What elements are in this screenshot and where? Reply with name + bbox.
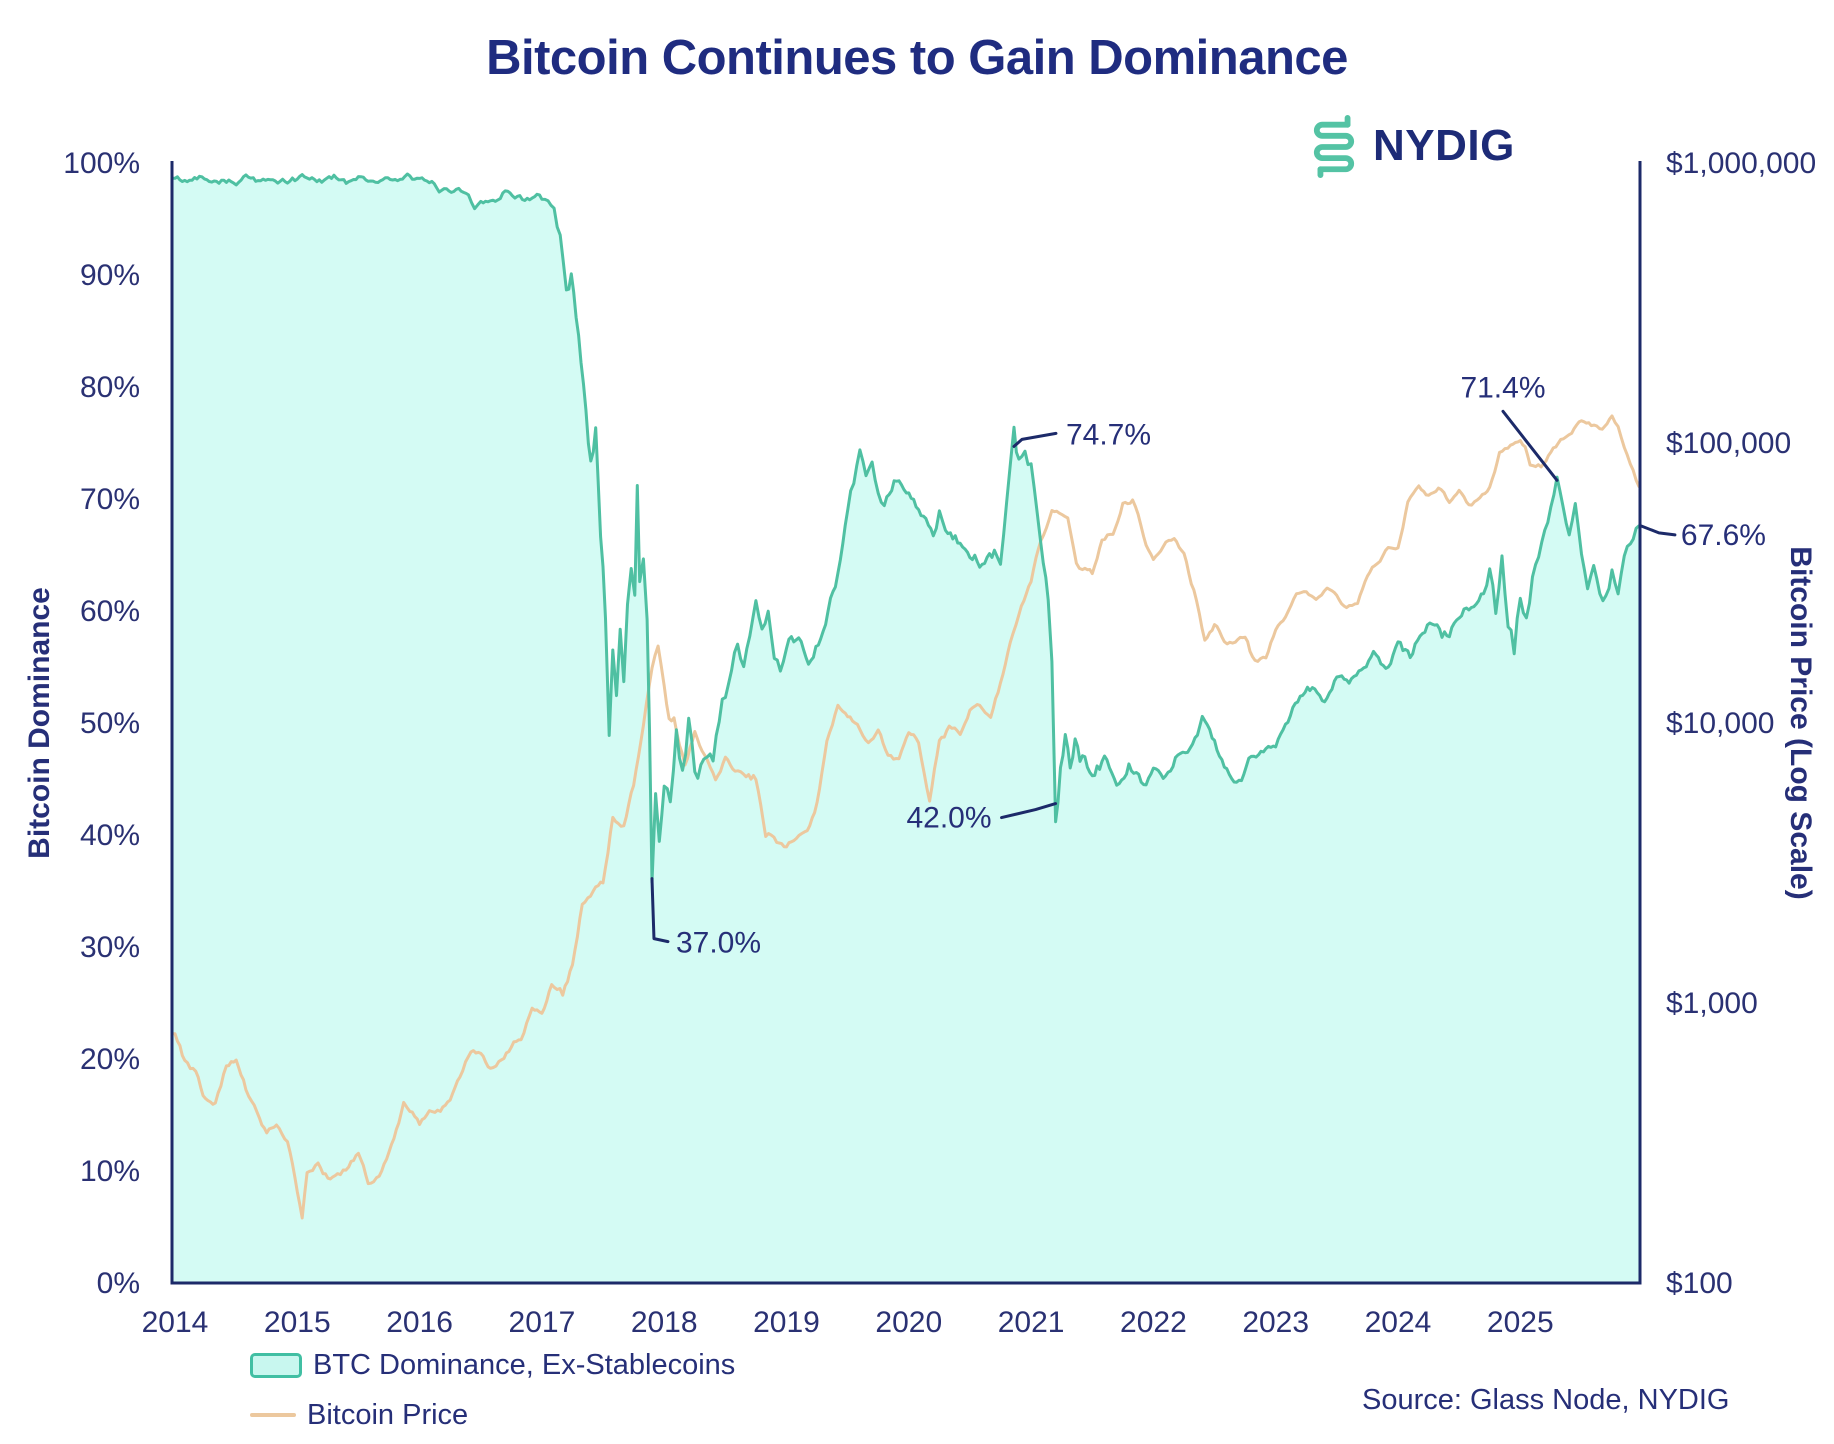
left-axis-tick: 0% [97,1267,140,1300]
x-axis-tick: 2015 [264,1306,331,1339]
nydig-logo-icon [1303,114,1365,178]
left-axis-tick: 100% [63,147,140,180]
left-axis-tick: 80% [80,371,140,404]
right-axis-tick: $10,000 [1666,707,1774,740]
left-axis-tick: 60% [80,595,140,628]
right-axis-tick: $1,000 [1666,987,1758,1020]
x-axis-tick: 2018 [631,1306,698,1339]
left-axis-tick: 40% [80,819,140,852]
legend-item-price: Bitcoin Price [250,1398,735,1431]
right-axis-tick: $100 [1666,1267,1733,1300]
nydig-logo-text: NYDIG [1373,121,1515,170]
x-axis-tick: 2019 [753,1306,820,1339]
x-axis-tick: 2025 [1487,1306,1554,1339]
annotation-label: 37.0% [676,927,761,960]
x-axis-tick: 2024 [1365,1306,1432,1339]
legend-label-price: Bitcoin Price [307,1398,469,1431]
chart-title: Bitcoin Continues to Gain Dominance [486,31,1348,85]
annotation-label: 67.6% [1681,519,1766,552]
x-axis-tick: 2020 [875,1306,942,1339]
right-axis-tick: $1,000,000 [1666,147,1816,180]
annotation-label: 42.0% [906,802,991,835]
x-axis-tick: 2022 [1120,1306,1187,1339]
right-axis-tick: $100,000 [1666,427,1791,460]
right-axis-title: Bitcoin Price (Log Scale) [1784,546,1817,900]
left-axis-tick: 90% [80,259,140,292]
x-axis-tick: 2017 [509,1306,576,1339]
dominance-area-swatch [250,1352,302,1378]
left-axis-tick: 10% [80,1155,140,1188]
legend-item-dominance: BTC Dominance, Ex-Stablecoins [250,1348,736,1381]
x-axis-tick: 2021 [998,1306,1065,1339]
left-axis-tick: 70% [80,483,140,516]
left-axis-tick: 50% [80,707,140,740]
annotation-label: 74.7% [1066,418,1151,451]
left-axis-tick: 20% [80,1043,140,1076]
left-axis-tick: 30% [80,931,140,964]
annotation-label: 71.4% [1460,371,1545,404]
x-axis-tick: 2023 [1242,1306,1309,1339]
x-axis-tick: 2016 [386,1306,453,1339]
legend: BTC Dominance, Ex-Stablecoins Bitcoin Pr… [250,1348,736,1444]
nydig-logo: NYDIG [1303,114,1515,178]
legend-label-dominance: BTC Dominance, Ex-Stablecoins [313,1348,736,1381]
price-line-swatch [250,1413,296,1417]
source-caption: Source: Glass Node, NYDIG [1362,1384,1730,1416]
x-axis-tick: 2014 [142,1306,209,1339]
left-axis-title: Bitcoin Dominance [23,587,56,859]
